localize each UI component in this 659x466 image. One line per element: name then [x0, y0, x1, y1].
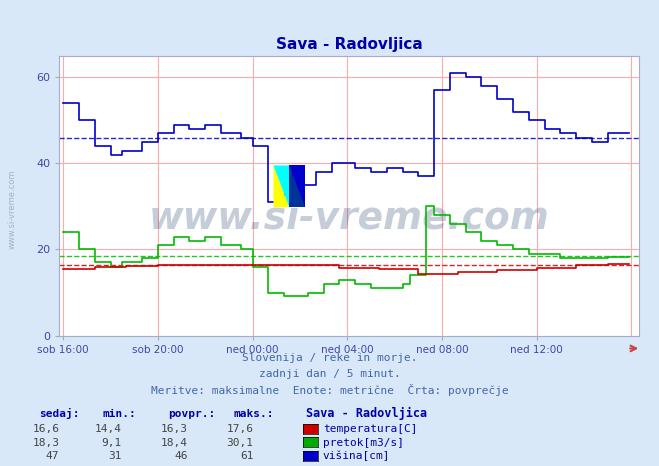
Text: Meritve: maksimalne  Enote: metrične  Črta: povprečje: Meritve: maksimalne Enote: metrične Črta… — [151, 384, 508, 396]
Text: 16,3: 16,3 — [161, 425, 188, 434]
Text: maks.:: maks.: — [234, 409, 274, 419]
Polygon shape — [273, 165, 289, 207]
Text: 16,6: 16,6 — [32, 425, 59, 434]
Text: min.:: min.: — [102, 409, 136, 419]
Text: www.si-vreme.com: www.si-vreme.com — [149, 200, 550, 236]
Text: 18,4: 18,4 — [161, 438, 188, 448]
Text: 9,1: 9,1 — [101, 438, 122, 448]
Text: 17,6: 17,6 — [227, 425, 254, 434]
Polygon shape — [273, 165, 289, 207]
Text: www.si-vreme.com: www.si-vreme.com — [8, 170, 17, 249]
Text: pretok[m3/s]: pretok[m3/s] — [323, 438, 404, 448]
Text: Slovenija / reke in morje.: Slovenija / reke in morje. — [242, 353, 417, 363]
Text: Sava - Radovljica: Sava - Radovljica — [306, 407, 428, 420]
Text: sedaj:: sedaj: — [40, 408, 80, 419]
Text: 47: 47 — [46, 452, 59, 461]
Text: 30,1: 30,1 — [227, 438, 254, 448]
Text: višina[cm]: višina[cm] — [323, 451, 390, 461]
Title: Sava - Radovljica: Sava - Radovljica — [276, 37, 422, 52]
Text: zadnji dan / 5 minut.: zadnji dan / 5 minut. — [258, 370, 401, 379]
Polygon shape — [289, 165, 305, 207]
Polygon shape — [289, 165, 305, 207]
Text: 14,4: 14,4 — [95, 425, 122, 434]
Text: 46: 46 — [175, 452, 188, 461]
Text: povpr.:: povpr.: — [168, 409, 215, 419]
Text: 31: 31 — [109, 452, 122, 461]
Text: 18,3: 18,3 — [32, 438, 59, 448]
Text: temperatura[C]: temperatura[C] — [323, 425, 417, 434]
Text: 61: 61 — [241, 452, 254, 461]
